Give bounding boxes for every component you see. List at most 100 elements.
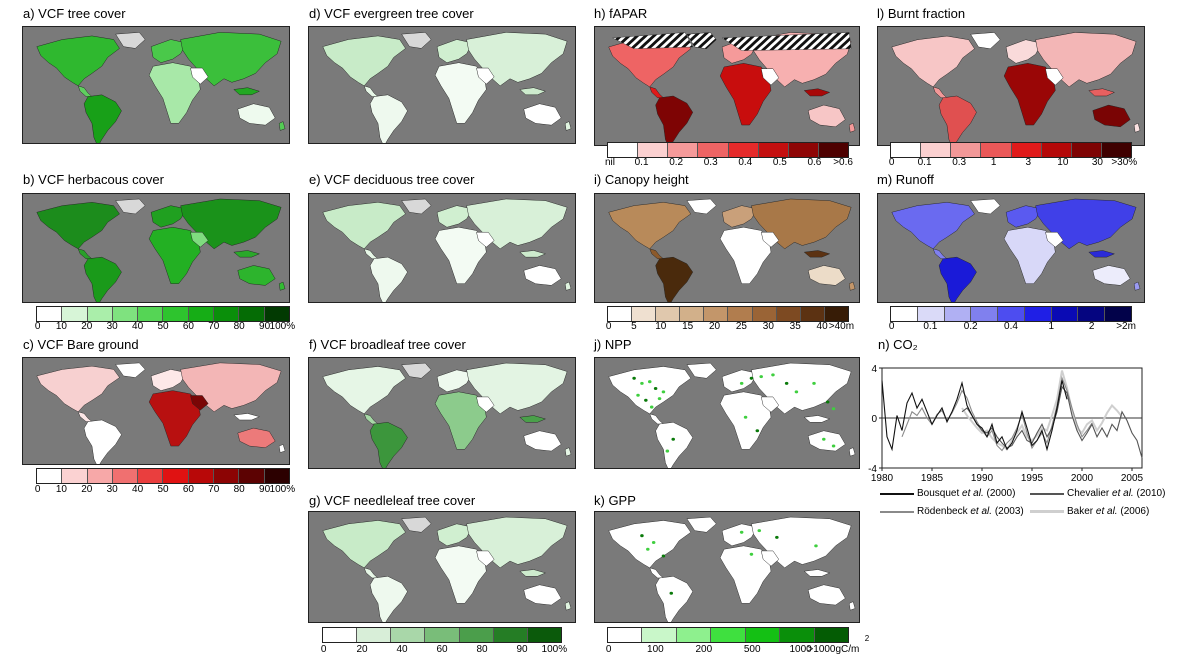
world-map-svg (322, 198, 572, 302)
landmass-ca (363, 567, 379, 579)
landmass-gr (401, 516, 432, 533)
landmass-au (523, 103, 562, 126)
colorbar-swatch (188, 307, 215, 321)
colorbar-cover-labels: 0 10 20 30 40 50 60 70 80 90 100% (35, 321, 295, 335)
colorbar-swatch (1051, 307, 1079, 321)
series-line (881, 380, 1068, 452)
world-map-svg (608, 198, 856, 302)
colorbar-swatch (752, 307, 777, 321)
colorbar-label: 0.4 (738, 157, 753, 168)
colorbar-label: 3 (1025, 157, 1032, 168)
landmass-na (608, 520, 692, 569)
landmass-sa (369, 256, 408, 302)
landmass-nz (848, 281, 856, 291)
landmass-sea (803, 415, 831, 423)
site-marker (671, 437, 675, 441)
landmass-eu (436, 39, 473, 63)
site-marker (743, 415, 748, 419)
colorbar-label: 500 (743, 644, 761, 655)
colorbar-label: 0 (605, 644, 612, 655)
panel-n-title: n) CO₂ (878, 337, 918, 352)
panel-k-title: k) GPP (594, 493, 636, 508)
landmass-eu (1005, 39, 1042, 64)
landmass-eu (436, 205, 473, 228)
landmass-ca (649, 248, 665, 260)
colorbar-swatch (1078, 307, 1106, 321)
landmass-gr (401, 198, 432, 215)
colorbar-swatch (188, 469, 215, 483)
landmass-sea (519, 415, 547, 423)
landmass-na (36, 202, 120, 250)
no-data-hatch (721, 32, 852, 51)
landmass-au (523, 584, 562, 606)
site-marker (814, 544, 818, 548)
world-map-svg (36, 32, 286, 143)
colorbar-swatch (800, 307, 825, 321)
co2-legend: Bousquet et al. (2000) Chevalier et al. … (880, 488, 1180, 522)
colorbar-swatch (163, 469, 189, 483)
colorbar-cover (36, 306, 290, 322)
landmass-gr (686, 516, 717, 533)
colorbar-label: 1 (1048, 321, 1055, 332)
site-marker (784, 381, 789, 385)
site-marker (794, 390, 799, 394)
landmass-sa (369, 576, 408, 622)
colorbar-swatch (638, 143, 669, 157)
landmass-ar (190, 232, 209, 248)
colorbar-swatch (1101, 143, 1131, 157)
landmass-sa (369, 94, 408, 143)
site-marker (759, 375, 763, 379)
landmass-au (807, 430, 846, 452)
site-marker (739, 381, 744, 385)
landmass-na (322, 366, 406, 415)
colorbar-label: 30 (762, 321, 774, 332)
colorbar-label: nil (604, 157, 616, 168)
colorbar-swatch (1041, 143, 1072, 157)
landmass-ar (1045, 232, 1064, 248)
colorbar-swatch (239, 307, 265, 321)
site-marker (647, 380, 652, 384)
map-panel-d (308, 26, 576, 144)
landmass-sa (83, 256, 122, 302)
panel-d-title: d) VCF evergreen tree cover (309, 6, 474, 21)
landmass-as (466, 32, 568, 87)
colorbar-swatch (37, 307, 63, 321)
site-marker (653, 386, 658, 390)
colorbar-label: >0.6 (833, 157, 853, 168)
colorbar-burnt (890, 142, 1132, 158)
map-panel-h (594, 26, 860, 146)
colorbar-swatch (951, 143, 982, 157)
landmass-eu (1005, 205, 1042, 228)
landmass-au (1092, 104, 1131, 128)
landmass-eu (436, 523, 473, 547)
colorbar-label: 0.3 (952, 157, 967, 168)
colorbar-label: 0.3 (703, 157, 718, 168)
landmass-gr (115, 198, 146, 215)
colorbar-swatch (728, 143, 759, 157)
colorbar-swatch (264, 307, 289, 321)
colorbar-canopy (607, 306, 849, 322)
site-marker (657, 397, 662, 401)
landmass-nz (848, 122, 856, 133)
colorbar-label: 60 (436, 644, 448, 655)
colorbar-label: 0.5 (772, 157, 787, 168)
colorbar-label: 100% (269, 321, 296, 332)
landmass-as (466, 362, 568, 415)
colorbar-swatch (698, 143, 729, 157)
landmass-au (523, 265, 562, 286)
landmass-nz (848, 447, 856, 457)
landmass-sa (655, 576, 694, 622)
colorbar-swatch (425, 628, 460, 642)
colorbar-label: 5 (631, 321, 637, 332)
landmass-ar (476, 232, 495, 248)
landmass-as (466, 198, 568, 250)
colorbar-bare (36, 468, 290, 484)
landmass-na (322, 202, 406, 250)
colorbar-label: 15 (682, 321, 694, 332)
panel-a-title: a) VCF tree cover (23, 6, 126, 21)
landmass-ca (77, 411, 93, 422)
colorbar-swatch (87, 307, 113, 321)
landmass-ar (760, 396, 780, 413)
landmass-nz (278, 281, 286, 291)
colorbar-label: 50 (157, 484, 169, 495)
